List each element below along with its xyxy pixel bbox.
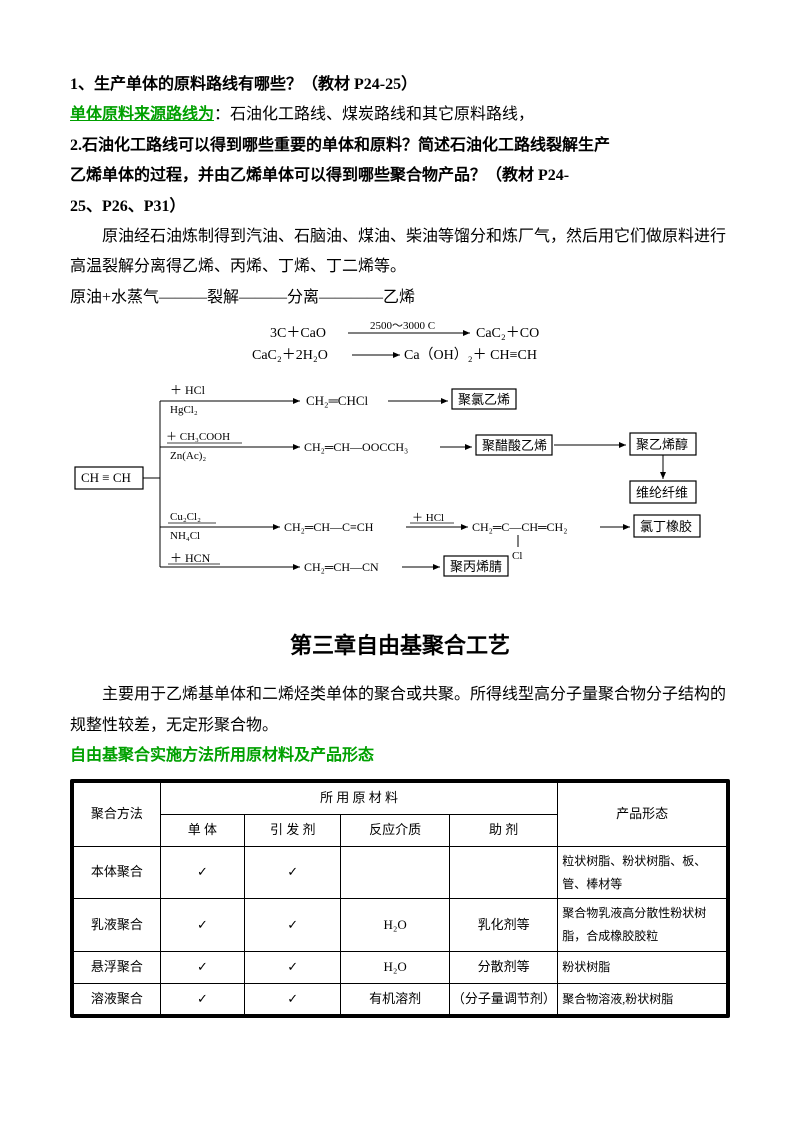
para-chapter-intro: 主要用于乙烯基单体和二烯烃类单体的聚合或共聚。所得线型高分子量聚合物分子结构的规… — [70, 680, 730, 741]
materials-table: 聚合方法 所 用 原 材 料 产品形态 单 体 引 发 剂 反应介质 助 剂 本… — [70, 779, 730, 1018]
svg-text:氯丁橡胶: 氯丁橡胶 — [640, 519, 692, 534]
answer-1: 单体原料来源路线为：石油化工路线、煤炭路线和其它原料路线， — [70, 100, 730, 130]
svg-text:＋ HCN: ＋ HCN — [170, 551, 211, 565]
eq2: CaC₂＋2H₂O — [252, 348, 328, 363]
question-2-line3: 25、P26、P31） — [70, 192, 730, 222]
start-compound: CH ≡ CH — [81, 470, 131, 485]
table-row: 溶液聚合✓✓有机溶剂（分子量调节剂）聚合物溶液,粉状树脂 — [74, 983, 727, 1015]
table-row: 悬浮聚合✓✓H₂O分散剂等粉状树脂 — [74, 952, 727, 984]
table-title: 自由基聚合实施方法所用原材料及产品形态 — [70, 741, 730, 771]
svg-text:＋ HCl: ＋ HCl — [170, 383, 206, 397]
svg-text:Cu₂Cl₂: Cu₂Cl₂ — [170, 511, 201, 523]
svg-text:聚氯乙烯: 聚氯乙烯 — [458, 392, 510, 407]
svg-text:CH₂═CH—C≡CH: CH₂═CH—C≡CH — [284, 520, 374, 534]
th-initiator: 引 发 剂 — [245, 815, 341, 847]
svg-text:Zn(Ac)₂: Zn(Ac)₂ — [170, 450, 206, 462]
svg-text:CH₂═CH—OOCCH₃: CH₂═CH—OOCCH₃ — [304, 440, 408, 454]
svg-text:聚醋酸乙烯: 聚醋酸乙烯 — [482, 438, 547, 453]
table-row: 乳液聚合✓✓H₂O乳化剂等聚合物乳液高分散性粉状树脂，合成橡胶胶粒 — [74, 899, 727, 952]
svg-text:CH₂═C—CH═CH₂: CH₂═C—CH═CH₂ — [472, 520, 567, 534]
svg-text:＋ CH₃COOH: ＋ CH₃COOH — [166, 431, 230, 443]
eq1-left: 3C＋CaO — [270, 326, 326, 341]
th-medium: 反应介质 — [341, 815, 449, 847]
svg-text:＋ HCl: ＋ HCl — [412, 512, 444, 524]
th-product: 产品形态 — [558, 783, 727, 846]
answer-1-label: 单体原料来源路线为 — [70, 106, 214, 123]
th-materials-group: 所 用 原 材 料 — [160, 783, 558, 815]
svg-text:Cl: Cl — [512, 550, 522, 562]
svg-text:聚丙烯腈: 聚丙烯腈 — [450, 559, 502, 574]
svg-text:Ca（OH）₂＋ CH≡CH: Ca（OH）₂＋ CH≡CH — [404, 347, 537, 363]
answer-1-rest: ：石油化工路线、煤炭路线和其它原料路线， — [214, 106, 534, 123]
para-crude-oil: 原油经石油炼制得到汽油、石脑油、煤油、柴油等馏分和炼厂气，然后用它们做原料进行高… — [70, 222, 730, 283]
eq1-right: CaC₂＋CO — [476, 326, 539, 341]
reaction-diagram: 3C＋CaO 2500～3000 C CaC₂＋CO CaC₂＋2H₂O Ca（… — [70, 319, 730, 589]
svg-text:CH₂═CH—CN: CH₂═CH—CN — [304, 560, 379, 574]
th-method: 聚合方法 — [74, 783, 161, 846]
svg-text:聚乙烯醇: 聚乙烯醇 — [636, 437, 688, 452]
svg-text:HgCl₂: HgCl₂ — [170, 404, 198, 416]
svg-text:NH₄Cl: NH₄Cl — [170, 530, 200, 542]
svg-text:CH₂═CHCl: CH₂═CHCl — [306, 393, 369, 408]
flow-line: 原油+水蒸气———裂解———分离————乙烯 — [70, 283, 730, 313]
chapter-title: 第三章自由基聚合工艺 — [70, 625, 730, 667]
question-2-line1: 2.石油化工路线可以得到哪些重要的单体和原料？简述石油化工路线裂解生产 — [70, 131, 730, 161]
svg-text:维纶纤维: 维纶纤维 — [636, 485, 688, 500]
th-monomer: 单 体 — [160, 815, 244, 847]
th-aid: 助 剂 — [449, 815, 557, 847]
question-1: 1、生产单体的原料路线有哪些？（教材 P24-25） — [70, 70, 730, 100]
eq1-cond: 2500～3000 C — [370, 320, 435, 332]
question-2-line2: 乙烯单体的过程，并由乙烯单体可以得到哪些聚合物产品？（教材 P24- — [70, 161, 730, 191]
table-row: 本体聚合✓✓粒状树脂、粉状树脂、板、管、棒材等 — [74, 846, 727, 899]
